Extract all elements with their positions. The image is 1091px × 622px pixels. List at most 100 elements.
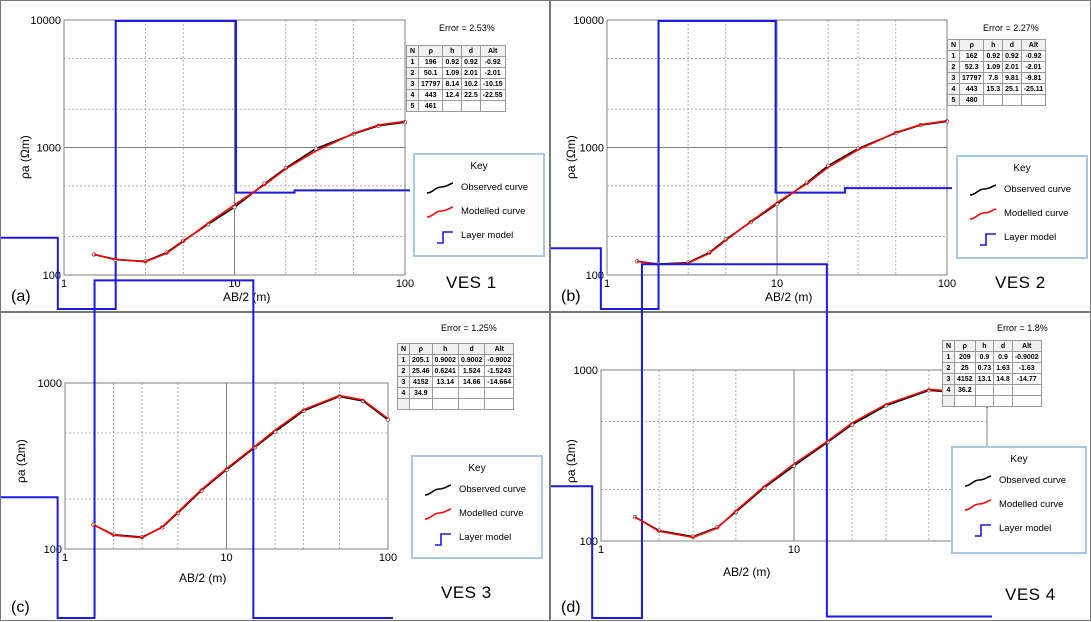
table-cell[interactable]: 205.1 xyxy=(409,354,433,366)
table-cell[interactable] xyxy=(942,395,955,407)
table-cell[interactable]: -0.92 xyxy=(1020,50,1047,62)
table-cell[interactable] xyxy=(1020,94,1047,106)
table-cell[interactable] xyxy=(484,387,515,399)
table-cell[interactable]: 7.8 xyxy=(983,72,1004,84)
table-cell[interactable]: -10.15 xyxy=(479,78,506,90)
table-cell[interactable]: 3 xyxy=(947,72,960,84)
table-cell[interactable]: 443 xyxy=(417,89,444,101)
table-cell[interactable]: 34.9 xyxy=(409,387,433,399)
table-cell[interactable] xyxy=(442,100,463,112)
table-cell[interactable]: 0.92 xyxy=(442,56,463,68)
table-cell[interactable] xyxy=(954,395,976,407)
table-cell[interactable]: -22.55 xyxy=(479,89,506,101)
table-cell[interactable]: 2 xyxy=(947,61,960,73)
table-cell[interactable]: 15.3 xyxy=(983,83,1004,95)
table-cell[interactable]: 480 xyxy=(958,94,985,106)
table-cell[interactable]: 4 xyxy=(947,83,960,95)
table-cell[interactable]: 12.4 xyxy=(442,89,463,101)
table-cell[interactable] xyxy=(409,398,433,410)
table-cell[interactable] xyxy=(993,395,1013,407)
table-cell[interactable]: 0.6241 xyxy=(431,365,459,377)
table-cell[interactable] xyxy=(479,100,506,112)
table-cell[interactable]: 0.9 xyxy=(974,351,995,363)
table-cell[interactable] xyxy=(993,384,1013,396)
table-cell[interactable]: 13.14 xyxy=(431,376,459,388)
table-cell[interactable]: 52.3 xyxy=(958,61,985,73)
table-cell[interactable] xyxy=(484,398,515,410)
table-cell[interactable]: -9.81 xyxy=(1020,72,1047,84)
table-cell[interactable]: 3 xyxy=(406,78,419,90)
table-cell[interactable]: 0.9002 xyxy=(431,354,459,366)
table-cell[interactable] xyxy=(457,387,486,399)
table-cell[interactable]: 4 xyxy=(942,384,955,396)
table-cell[interactable]: 1 xyxy=(947,50,960,62)
table-cell[interactable]: 0.92 xyxy=(1002,50,1022,62)
table-cell[interactable]: 17797 xyxy=(958,72,985,84)
table-cell[interactable]: -0.9002 xyxy=(484,354,515,366)
table-cell[interactable]: 1.09 xyxy=(983,61,1004,73)
table-cell[interactable] xyxy=(457,398,486,410)
table-cell[interactable]: 17797 xyxy=(417,78,444,90)
table-cell[interactable]: -2.01 xyxy=(479,67,506,79)
table-cell[interactable]: 0.9002 xyxy=(457,354,486,366)
table-cell[interactable]: 0.92 xyxy=(983,50,1004,62)
table-cell[interactable]: 4 xyxy=(397,387,410,399)
table-cell[interactable]: 4152 xyxy=(954,373,976,385)
table-cell[interactable]: 1 xyxy=(397,354,410,366)
table-cell[interactable] xyxy=(1011,384,1042,396)
table-cell[interactable]: 25.1 xyxy=(1002,83,1022,95)
table-cell[interactable]: 162 xyxy=(958,50,985,62)
table-cell[interactable] xyxy=(397,398,410,410)
table-cell[interactable]: 2 xyxy=(406,67,419,79)
table-cell[interactable]: -25.11 xyxy=(1020,83,1047,95)
table-cell[interactable]: 25 xyxy=(954,362,976,374)
table-cell[interactable]: -1.5243 xyxy=(484,365,515,377)
table-cell[interactable]: 25.46 xyxy=(409,365,433,377)
table-cell[interactable]: 3 xyxy=(397,376,410,388)
table-cell[interactable]: 9.81 xyxy=(1002,72,1022,84)
table-cell[interactable]: 2.01 xyxy=(461,67,481,79)
table-cell[interactable]: 3 xyxy=(942,373,955,385)
table-cell[interactable]: 2 xyxy=(397,365,410,377)
table-cell[interactable]: -14.664 xyxy=(484,376,515,388)
table-cell[interactable]: 5 xyxy=(406,100,419,112)
table-cell[interactable]: -0.9002 xyxy=(1011,351,1042,363)
table-cell[interactable]: 13.1 xyxy=(974,373,995,385)
table-cell[interactable]: 36.2 xyxy=(954,384,976,396)
table-cell[interactable]: 196 xyxy=(417,56,444,68)
table-cell[interactable]: 8.14 xyxy=(442,78,463,90)
table-cell[interactable]: 0.92 xyxy=(461,56,481,68)
table-cell[interactable]: -2.01 xyxy=(1020,61,1047,73)
table-cell[interactable]: 461 xyxy=(417,100,444,112)
table-cell[interactable]: -14.77 xyxy=(1011,373,1042,385)
table-cell[interactable]: -0.92 xyxy=(479,56,506,68)
table-cell[interactable]: 14.66 xyxy=(457,376,486,388)
table-cell[interactable]: 443 xyxy=(958,83,985,95)
table-cell[interactable]: 1 xyxy=(406,56,419,68)
table-cell[interactable] xyxy=(1002,94,1022,106)
table-cell[interactable]: -1.63 xyxy=(1011,362,1042,374)
table-cell[interactable]: 209 xyxy=(954,351,976,363)
table-cell[interactable]: 10.2 xyxy=(461,78,481,90)
table-cell[interactable] xyxy=(974,384,995,396)
table-cell[interactable]: 1.524 xyxy=(457,365,486,377)
table-cell[interactable]: 50.1 xyxy=(417,67,444,79)
table-cell[interactable]: 1.09 xyxy=(442,67,463,79)
table-cell[interactable]: 4152 xyxy=(409,376,433,388)
table-cell[interactable]: 5 xyxy=(947,94,960,106)
table-cell[interactable] xyxy=(461,100,481,112)
table-cell[interactable] xyxy=(431,398,459,410)
table-cell[interactable]: 14.8 xyxy=(993,373,1013,385)
table-cell[interactable]: 2 xyxy=(942,362,955,374)
table-cell[interactable] xyxy=(974,395,995,407)
table-cell[interactable] xyxy=(983,94,1004,106)
table-cell[interactable]: 4 xyxy=(406,89,419,101)
table-cell[interactable]: 1.63 xyxy=(993,362,1013,374)
table-cell[interactable] xyxy=(1011,395,1042,407)
table-cell[interactable] xyxy=(431,387,459,399)
table-cell[interactable]: 1 xyxy=(942,351,955,363)
table-cell[interactable]: 0.9 xyxy=(993,351,1013,363)
table-cell[interactable]: 22.5 xyxy=(461,89,481,101)
table-cell[interactable]: 2.01 xyxy=(1002,61,1022,73)
table-cell[interactable]: 0.73 xyxy=(974,362,995,374)
